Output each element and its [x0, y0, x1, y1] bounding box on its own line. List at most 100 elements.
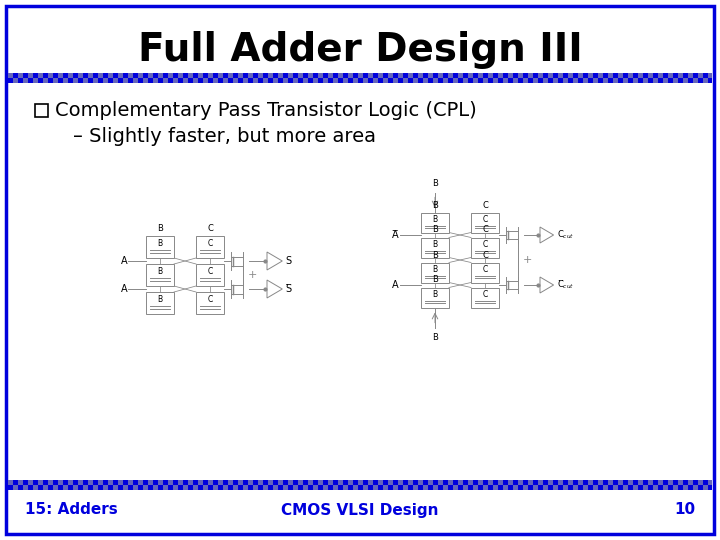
Bar [128, 480, 133, 485]
Text: B: B [433, 290, 438, 299]
Bar [308, 73, 313, 78]
Bar [398, 73, 403, 78]
Bar [143, 485, 148, 490]
Bar [263, 78, 268, 83]
Bar [573, 480, 578, 485]
Bar [138, 73, 143, 78]
Bar [483, 480, 488, 485]
Bar [183, 78, 188, 83]
Bar [318, 485, 323, 490]
Bar [273, 485, 278, 490]
Bar [8, 485, 13, 490]
Text: B: B [433, 265, 438, 274]
Bar [603, 480, 608, 485]
Bar [543, 78, 548, 83]
Bar [628, 78, 633, 83]
Bar [468, 73, 473, 78]
Bar [118, 485, 123, 490]
Bar [383, 78, 388, 83]
Bar [583, 480, 588, 485]
Bar [48, 480, 53, 485]
Bar [173, 480, 178, 485]
Bar [683, 78, 688, 83]
Bar [658, 78, 663, 83]
Bar [293, 78, 298, 83]
Bar [28, 480, 33, 485]
Bar [518, 485, 523, 490]
Bar [53, 78, 58, 83]
Bar [448, 73, 453, 78]
Bar [523, 485, 528, 490]
Bar [153, 480, 158, 485]
Bar [228, 78, 233, 83]
Bar [443, 78, 448, 83]
Bar [353, 485, 358, 490]
Bar [663, 73, 668, 78]
Bar [618, 480, 623, 485]
Bar [673, 78, 678, 83]
Text: C: C [207, 239, 212, 248]
Text: B: B [432, 251, 438, 260]
Bar [278, 78, 283, 83]
Bar [128, 73, 133, 78]
Bar [268, 78, 273, 83]
Bar [313, 480, 318, 485]
Bar [608, 73, 613, 78]
Bar [8, 480, 13, 485]
Bar [663, 78, 668, 83]
Bar [528, 73, 533, 78]
Bar [438, 78, 443, 83]
Bar [608, 480, 613, 485]
Bar [703, 480, 708, 485]
Bar [623, 485, 628, 490]
Bar [58, 480, 63, 485]
Text: B: B [432, 226, 438, 234]
Bar [33, 78, 38, 83]
Bar [13, 480, 18, 485]
Bar [108, 78, 113, 83]
Bar [408, 73, 413, 78]
Bar [421, 262, 449, 282]
Bar [198, 480, 203, 485]
Bar [508, 480, 513, 485]
Bar [413, 73, 418, 78]
Bar [338, 73, 343, 78]
Bar [443, 73, 448, 78]
Bar [73, 485, 78, 490]
Bar [553, 485, 558, 490]
Bar [63, 485, 68, 490]
Bar [113, 78, 118, 83]
Bar [473, 485, 478, 490]
Bar [423, 78, 428, 83]
Bar [83, 78, 88, 83]
Bar [333, 485, 338, 490]
Bar [148, 73, 153, 78]
Bar [483, 78, 488, 83]
Bar [503, 480, 508, 485]
Bar [213, 485, 218, 490]
Bar [58, 485, 63, 490]
Bar [58, 73, 63, 78]
Bar [648, 78, 653, 83]
Bar [288, 78, 293, 83]
Bar [403, 485, 408, 490]
Bar [218, 78, 223, 83]
Bar [618, 73, 623, 78]
Bar [663, 485, 668, 490]
Bar [398, 480, 403, 485]
Bar [478, 480, 483, 485]
Bar [373, 480, 378, 485]
Bar [103, 480, 108, 485]
Bar [288, 485, 293, 490]
Text: – Slightly faster, but more area: – Slightly faster, but more area [73, 126, 376, 145]
Bar [98, 78, 103, 83]
Bar [428, 78, 433, 83]
Bar [698, 485, 703, 490]
Bar [258, 78, 263, 83]
Bar [343, 485, 348, 490]
Bar [673, 480, 678, 485]
Text: C: C [482, 251, 488, 260]
Bar [248, 480, 253, 485]
Bar [463, 480, 468, 485]
Bar [228, 480, 233, 485]
